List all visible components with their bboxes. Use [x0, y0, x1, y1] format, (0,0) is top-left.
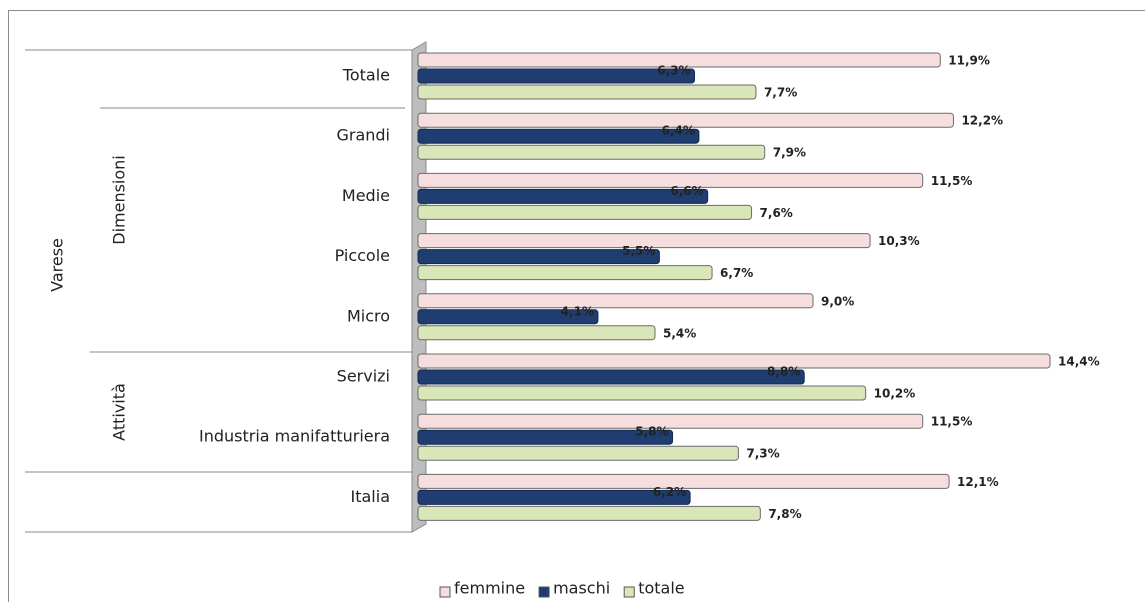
bar [417, 325, 656, 341]
value-label: 6,4% [662, 124, 695, 138]
bar [417, 112, 954, 128]
bar [417, 204, 753, 220]
value-label: 11,5% [931, 174, 973, 188]
legend-label: femmine [454, 579, 525, 598]
axis-wall [411, 41, 427, 533]
bar [417, 188, 709, 204]
category-label: Italia [351, 487, 391, 506]
value-label: 7,7% [764, 86, 797, 100]
group-label: Attività [110, 383, 129, 441]
bar [417, 233, 871, 249]
bar [417, 52, 941, 68]
bar [417, 265, 713, 281]
group-label: Varese [48, 238, 67, 292]
value-label: 7,9% [773, 146, 806, 160]
category-label: Micro [347, 306, 390, 325]
value-label: 7,8% [768, 507, 801, 521]
category-label: Servizi [337, 367, 390, 386]
value-label: 5,4% [663, 326, 696, 340]
legend-swatch [623, 586, 635, 598]
bar [417, 128, 700, 144]
value-label: 4,1% [561, 304, 594, 318]
value-label: 11,5% [931, 415, 973, 429]
bar [417, 293, 814, 309]
bar [417, 84, 757, 100]
bar [417, 473, 950, 489]
category-label: Industria manifatturiera [199, 427, 390, 446]
legend-label: maschi [553, 579, 610, 598]
value-label: 6,3% [657, 64, 690, 78]
value-label: 10,3% [878, 234, 920, 248]
value-label: 10,2% [874, 387, 916, 401]
chart-frame [8, 10, 1145, 602]
value-label: 8,8% [767, 365, 800, 379]
value-label: 7,3% [746, 447, 779, 461]
bar [417, 309, 599, 325]
bar [417, 489, 691, 505]
value-label: 12,2% [961, 114, 1003, 128]
bar [417, 385, 867, 401]
legend-label: totale [638, 579, 684, 598]
category-label: Medie [342, 186, 390, 205]
bar [417, 369, 805, 385]
bar [417, 413, 924, 429]
bar [417, 445, 739, 461]
bar [417, 68, 695, 84]
bar [417, 505, 761, 521]
category-label: Piccole [335, 246, 390, 265]
value-label: 5,5% [622, 244, 655, 258]
bar [417, 353, 1051, 369]
category-label: Grandi [336, 126, 390, 145]
value-label: 9,0% [821, 294, 854, 308]
group-label: Dimensioni [110, 155, 129, 245]
legend-swatch [439, 586, 451, 598]
bar [417, 429, 674, 445]
value-label: 6,2% [653, 485, 686, 499]
value-label: 6,7% [720, 266, 753, 280]
bar [417, 249, 660, 265]
legend-swatch [538, 586, 550, 598]
value-label: 14,4% [1058, 355, 1100, 369]
value-label: 6,6% [670, 184, 703, 198]
bar [417, 172, 924, 188]
value-label: 7,6% [760, 206, 793, 220]
bar [417, 144, 766, 160]
value-label: 5,8% [635, 425, 668, 439]
category-label: Totale [342, 66, 390, 85]
value-label: 11,9% [948, 54, 990, 68]
value-label: 12,1% [957, 475, 999, 489]
